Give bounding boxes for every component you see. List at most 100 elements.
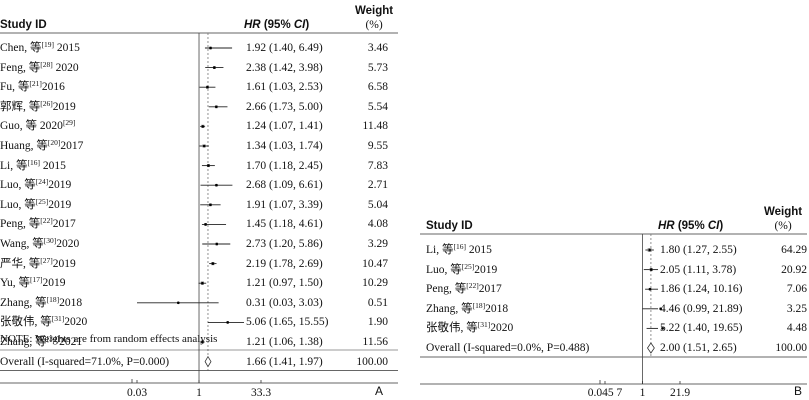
study-hr-ci: 4.46 (0.99, 21.89)	[660, 302, 743, 315]
study-point-estimate	[201, 340, 204, 344]
hr-ci-header: HR (95% CI)	[244, 19, 309, 31]
overall-label: Overall (I-squared=71.0%, P=0.000)	[0, 355, 170, 368]
study-weight: 5.04	[367, 198, 388, 211]
study-hr-ci: 1.21 (1.06, 1.38)	[246, 336, 323, 348]
hr-header-label: HR	[244, 19, 261, 31]
forest-plot-svg	[420, 233, 807, 385]
study-label: Huang, 等[20]2017	[0, 138, 83, 154]
study-label: Feng, 等[28] 2020	[0, 60, 79, 76]
study-weight: 4.48	[786, 322, 807, 335]
study-row: Peng, 等[22]2017 1.45 (1.18, 4.61) 4.08	[0, 216, 400, 232]
study-row: Wang, 等[30]2020 2.73 (1.20, 5.86) 3.29	[0, 236, 400, 252]
hr-header-close: )	[305, 19, 310, 31]
weight-header-label: Weight	[355, 5, 394, 17]
study-label: Luo, 等[25]2019	[426, 262, 497, 278]
study-weight: 3.25	[786, 302, 807, 315]
study-weight: 4.08	[367, 218, 388, 231]
study-ref: [31]	[477, 320, 491, 330]
study-hr-ci: 1.70 (1.18, 2.45)	[246, 159, 323, 172]
study-row: 张敬伟, 等[31]2020 5.06 (1.65, 15.55) 1.90	[0, 314, 400, 330]
study-row: 严华, 等[27]2019 2.19 (1.78, 2.69) 10.47	[0, 256, 400, 272]
weight-header: Weight (%)	[764, 205, 802, 233]
study-ref: [28]	[40, 59, 53, 69]
study-author: Zhang, 等	[0, 296, 47, 309]
weight-header: Weight (%)	[355, 4, 393, 32]
study-row: Li, 等[16] 2015 1.70 (1.18, 2.45) 7.83	[0, 158, 400, 174]
study-row: Yu, 等[17]2019 1.21 (0.97, 1.50) 10.29	[0, 275, 400, 291]
study-year: 2019	[52, 257, 76, 270]
study-label: Yu, 等[17]2019	[0, 275, 66, 291]
study-ref: [16]	[453, 242, 466, 251]
study-year: 2020	[490, 322, 514, 335]
x-tick-label: 1	[196, 387, 202, 399]
study-ref: [18]	[472, 300, 486, 310]
study-year: 2020	[64, 316, 88, 329]
study-label: Wang, 等[30]2020	[0, 236, 79, 252]
study-author: Luo, 等	[0, 198, 36, 211]
study-row: Feng, 等[28] 2020 2.38 (1.42, 3.98) 5.73	[0, 60, 400, 76]
study-row: Guo, 等 2020[29] 1.24 (1.07, 1.41) 11.48	[0, 118, 400, 134]
study-label: Fu, 等[21]2016	[0, 79, 65, 95]
study-author: Peng, 等	[0, 218, 41, 231]
study-point-estimate	[209, 203, 212, 207]
study-author: Wang, 等	[0, 238, 44, 250]
study-author: 郭辉, 等	[0, 100, 41, 113]
study-ref: [31]	[51, 314, 65, 324]
study-year: 2019	[48, 179, 72, 192]
study-row: Fu, 等[21]2016 1.61 (1.03, 2.53) 6.58	[0, 79, 400, 95]
study-author: Zhang, 等	[0, 336, 47, 348]
study-label: 张敬伟, 等[31]2020	[426, 320, 513, 336]
forest-plot-svg	[0, 32, 398, 384]
study-point-estimate	[201, 125, 205, 128]
forest-plot-panel-a: Study ID HR (95% CI) Weight (%) 0.03 1 33.3 Che…	[0, 0, 400, 400]
weight-header-label: Weight	[764, 206, 803, 218]
study-label: Chen, 等[19] 2015	[0, 40, 80, 56]
study-ref: [27]	[40, 255, 53, 265]
study-point-estimate	[201, 281, 204, 285]
study-row: Chen, 等[19] 2015 1.92 (1.40, 6.49) 3.46	[0, 40, 400, 56]
study-author: Huang, 等	[0, 140, 48, 152]
study-hr-ci: 2.68 (1.09, 6.61)	[246, 179, 323, 192]
study-hr-ci: 5.22 (1.40, 19.65)	[660, 322, 743, 335]
study-hr-ci: 1.92 (1.40, 6.49)	[246, 42, 323, 54]
study-year: 2015	[54, 42, 80, 54]
hr-header-label: HR	[658, 220, 675, 232]
study-label: 严华, 等[27]2019	[0, 256, 76, 272]
overall-row: Overall (I-squared=71.0%, P=0.000) 1.66 (…	[0, 354, 400, 370]
study-weight: 20.92	[781, 263, 807, 276]
study-author: Li, 等	[426, 244, 454, 256]
study-id-header: Study ID	[0, 19, 47, 31]
study-hr-ci: 1.91 (1.07, 3.39)	[246, 198, 323, 211]
study-label: Luo, 等[24]2019	[0, 177, 71, 193]
study-weight: 7.83	[367, 159, 388, 172]
study-hr-ci: 1.34 (1.03, 1.74)	[246, 140, 323, 152]
study-hr-ci: 1.24 (1.07, 1.41)	[246, 120, 323, 133]
study-label: Luo, 等[25]2019	[0, 197, 71, 213]
study-author: Zhang, 等	[426, 302, 473, 315]
ci-header-label: CI	[707, 220, 720, 232]
study-label: Li, 等[16] 2015	[0, 158, 66, 174]
study-hr-ci: 5.06 (1.65, 15.55)	[246, 316, 329, 329]
study-point-estimate	[176, 301, 180, 305]
overall-diamond	[204, 355, 212, 368]
study-weight: 6.58	[367, 81, 388, 94]
study-hr-ci: 2.38 (1.42, 3.98)	[246, 61, 323, 74]
overall-label: Overall (I-squared=0.0%, P=0.488)	[426, 342, 590, 354]
study-year: 2016	[41, 81, 65, 94]
study-author: Luo, 等	[426, 263, 462, 276]
study-row: Luo, 等[24]2019 2.68 (1.09, 6.61) 2.71	[0, 177, 400, 193]
overall-diamond	[647, 342, 655, 354]
study-row: Luo, 等[25]2019 1.91 (1.07, 3.39) 5.04	[0, 197, 400, 213]
overall-weight: 100.00	[356, 355, 388, 368]
ci-header-label: CI	[293, 19, 306, 31]
hr-header-open: (95%	[674, 220, 708, 232]
x-tick-label: 0.03	[126, 387, 148, 399]
study-author: Feng, 等	[0, 61, 41, 74]
study-year: 2015	[39, 159, 66, 172]
study-label: 张敬伟, 等[31]2020	[0, 314, 87, 330]
study-weight: 11.48	[362, 120, 388, 133]
study-author: 张敬伟, 等	[426, 322, 478, 335]
study-year: 2018	[485, 302, 509, 315]
study-weight: 3.46	[367, 42, 388, 54]
hr-ci-header: HR (95% CI)	[658, 220, 723, 232]
